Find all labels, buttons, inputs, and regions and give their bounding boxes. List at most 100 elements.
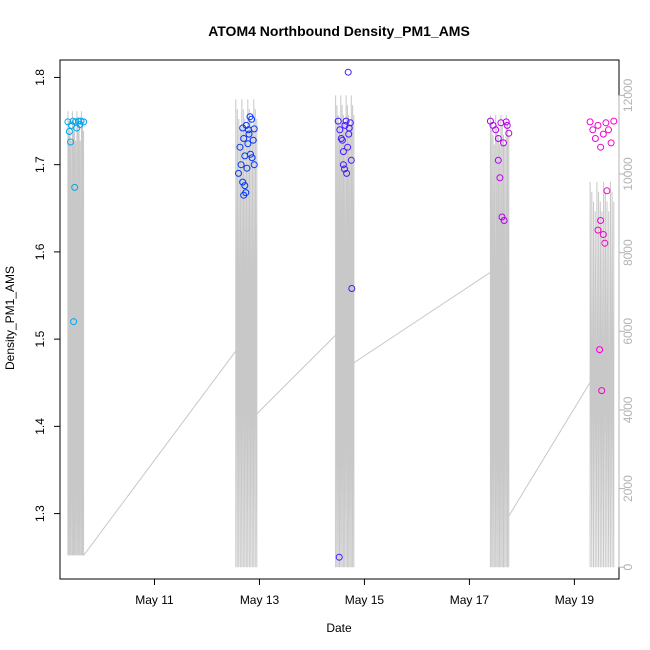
data-point-82 — [610, 117, 618, 125]
data-point-6 — [70, 318, 78, 326]
right-tick-label-6: 12000 — [621, 78, 635, 112]
secondary-series-layer — [67, 95, 615, 568]
gray-block-3 — [489, 114, 510, 568]
data-point-66 — [586, 118, 594, 126]
data-point-30 — [243, 164, 251, 172]
data-point-33 — [248, 154, 256, 162]
data-point-75 — [603, 187, 611, 195]
data-point-55 — [492, 126, 500, 134]
y-tick-label-3: 1.6 — [33, 243, 47, 260]
data-point-21 — [245, 130, 253, 138]
primary-points-layer — [64, 68, 618, 561]
data-point-58 — [500, 139, 507, 147]
x-tick-label-0: May 11 — [135, 593, 174, 607]
gray-connector-2 — [353, 271, 491, 364]
gray-block-4 — [589, 181, 615, 568]
data-point-12 — [76, 121, 84, 128]
data-point-15 — [237, 161, 245, 169]
data-point-64 — [500, 217, 508, 224]
right-tick-label-1: 2000 — [621, 475, 635, 502]
data-point-65 — [503, 121, 511, 129]
data-point-57 — [497, 119, 505, 127]
data-point-1 — [65, 128, 73, 135]
data-point-14 — [236, 143, 244, 151]
right-tick-label-2: 4000 — [621, 396, 635, 423]
data-point-50 — [335, 553, 343, 561]
x-tick-label-2: May 15 — [345, 593, 385, 607]
data-point-20 — [244, 140, 252, 148]
data-point-17 — [240, 135, 248, 142]
data-point-61 — [494, 156, 502, 164]
y-tick-label-0: 1.3 — [33, 505, 47, 522]
data-point-40 — [342, 117, 350, 125]
data-point-73 — [605, 126, 612, 134]
data-point-2 — [67, 138, 74, 146]
data-point-0 — [64, 118, 72, 126]
data-point-60 — [505, 129, 513, 137]
data-point-25 — [250, 161, 258, 169]
right-tick-label-4: 8000 — [621, 239, 635, 266]
data-point-36 — [336, 126, 344, 134]
data-point-35 — [334, 117, 342, 125]
gray-connector-1 — [256, 334, 336, 415]
data-point-72 — [602, 119, 610, 127]
gray-block-0 — [67, 111, 85, 556]
data-point-41 — [344, 143, 352, 151]
data-point-32 — [246, 113, 254, 121]
data-point-63 — [498, 213, 506, 221]
data-point-78 — [594, 226, 602, 234]
y-tick-label-2: 1.5 — [33, 330, 47, 347]
x-axis-label: Date — [326, 621, 352, 635]
y-tick-label-1: 1.4 — [33, 418, 47, 435]
data-point-29 — [242, 189, 250, 197]
data-point-59 — [502, 118, 510, 126]
right-tick-label-0: 0 — [621, 564, 635, 571]
data-point-69 — [594, 121, 602, 129]
y-tick-label-4: 1.7 — [33, 156, 47, 173]
data-point-24 — [249, 136, 257, 144]
data-point-56 — [494, 135, 502, 142]
data-point-81 — [598, 387, 606, 395]
data-point-44 — [347, 156, 355, 164]
right-tick-label-3: 6000 — [621, 318, 635, 345]
x-tick-label-1: May 13 — [240, 593, 280, 607]
y-axis-label: Density_PM1_AMS — [3, 266, 17, 370]
data-point-47 — [343, 169, 351, 177]
data-point-67 — [589, 126, 597, 134]
data-point-46 — [341, 165, 348, 173]
data-point-48 — [344, 68, 352, 76]
data-point-45 — [339, 161, 347, 169]
data-point-52 — [345, 124, 353, 132]
axes-layer: 1.3 1.4 1.5 1.6 1.7 1.8 May 11 May 13 May 15 May … — [33, 69, 635, 607]
data-point-49 — [348, 285, 356, 292]
data-point-5 — [71, 183, 79, 191]
data-point-43 — [346, 119, 354, 127]
data-point-74 — [607, 139, 615, 147]
right-tick-label-5: 10000 — [621, 157, 635, 191]
chart-title: ATOM4 Northbound Density_PM1_AMS — [208, 23, 470, 39]
data-point-22 — [247, 150, 254, 158]
data-point-76 — [599, 231, 607, 238]
gray-block-1 — [235, 99, 258, 568]
data-point-77 — [601, 239, 609, 247]
data-point-38 — [339, 148, 347, 156]
data-point-19 — [242, 121, 250, 129]
data-point-27 — [241, 182, 249, 190]
x-tick-label-3: May 17 — [450, 593, 490, 607]
x-tick-label-4: May 19 — [555, 593, 595, 607]
data-point-51 — [338, 136, 346, 144]
data-point-70 — [597, 143, 605, 151]
data-point-71 — [599, 130, 607, 138]
data-point-8 — [74, 117, 82, 125]
data-point-68 — [591, 135, 599, 142]
data-point-13 — [235, 169, 242, 177]
data-point-79 — [597, 217, 605, 224]
data-point-34 — [250, 125, 258, 133]
data-point-80 — [596, 346, 604, 354]
y-tick-label-5: 1.8 — [33, 69, 47, 86]
gray-connector-0 — [83, 350, 237, 556]
data-point-28 — [239, 178, 247, 186]
data-point-37 — [337, 135, 345, 142]
